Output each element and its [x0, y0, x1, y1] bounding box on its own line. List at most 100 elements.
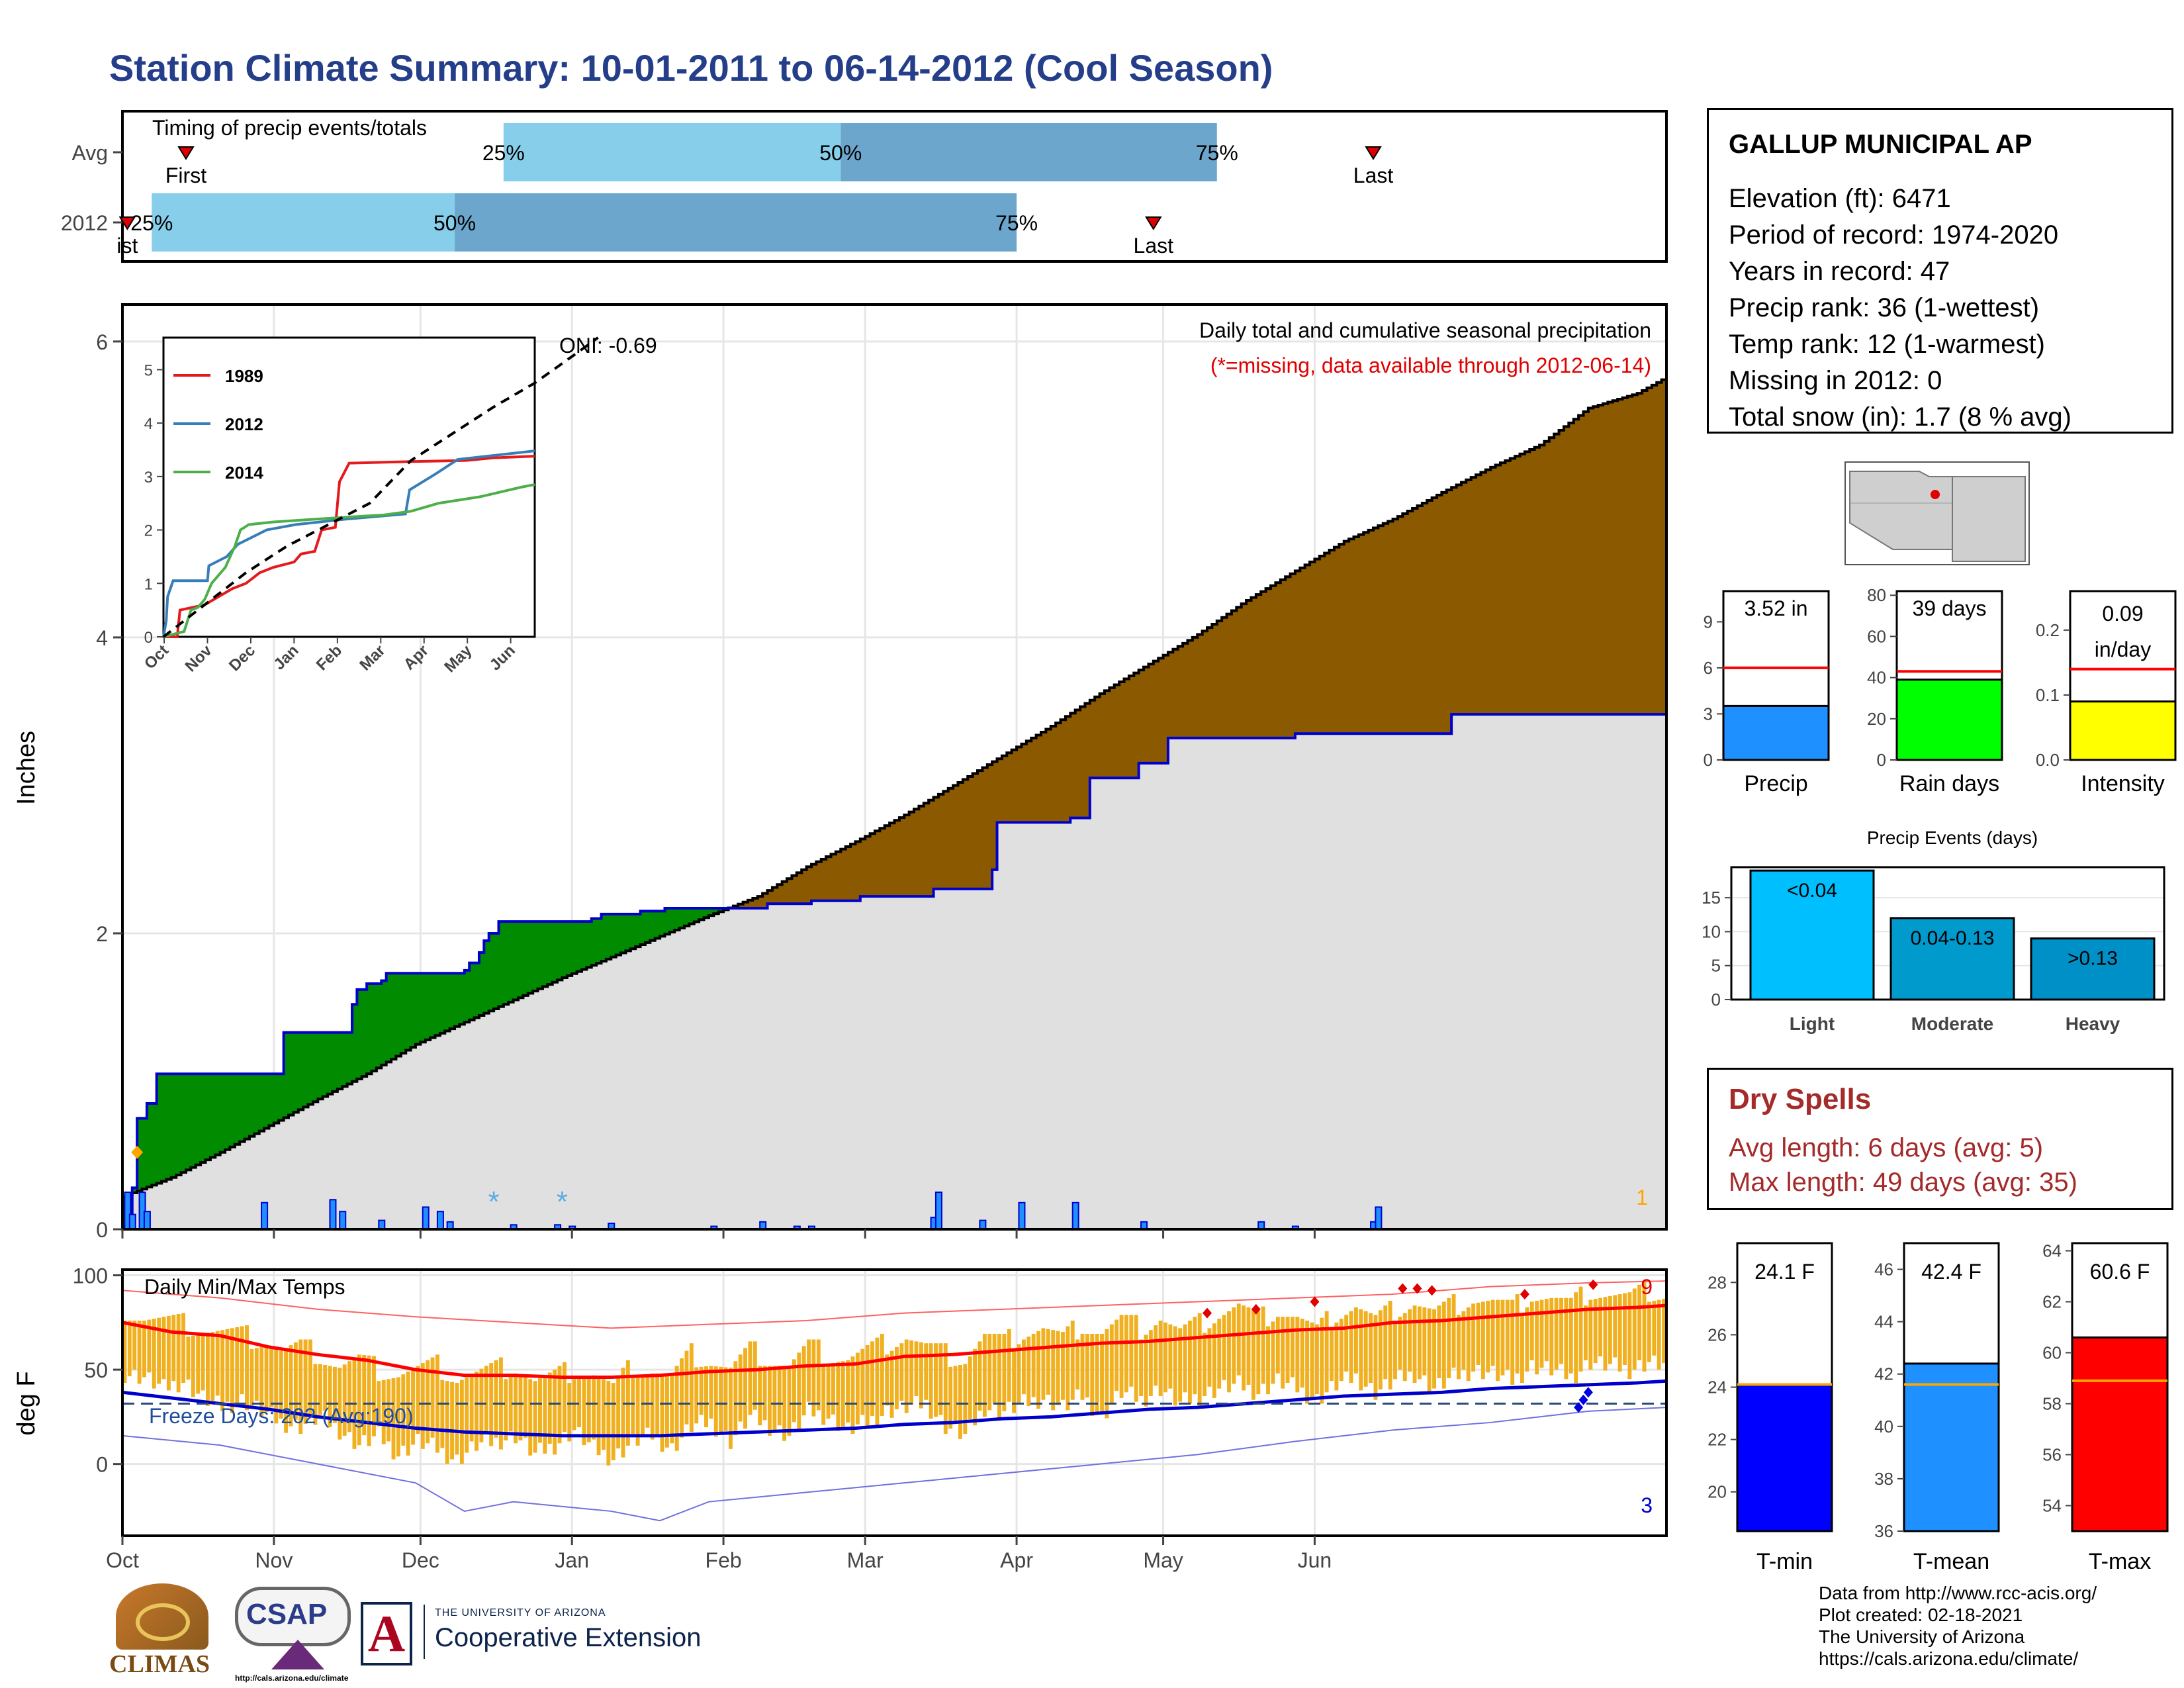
daily-temp-bar — [787, 1366, 792, 1436]
temp-ylabel: deg F — [13, 1371, 40, 1435]
station-line: Years in record: 47 — [1729, 257, 1950, 286]
daily-temp-bar — [479, 1368, 484, 1442]
daily-temp-bar — [1447, 1297, 1451, 1378]
daily-temp-bar — [1061, 1332, 1065, 1400]
daily-temp-bar — [137, 1320, 142, 1384]
event-bar — [1749, 869, 1875, 1001]
daily-temp-bar — [1139, 1339, 1144, 1397]
daily-temp-bar — [777, 1366, 782, 1426]
daily-temp-bar — [1613, 1295, 1617, 1358]
daily-temp-bar — [1486, 1301, 1490, 1373]
daily-precip-bar — [1018, 1201, 1026, 1230]
daily-temp-bar — [1500, 1299, 1505, 1376]
daily-temp-bar — [1193, 1317, 1197, 1395]
mini-precip-label: Rain days — [1899, 771, 1999, 796]
daily-temp-bar — [621, 1368, 625, 1458]
daily-temp-bar — [191, 1335, 195, 1397]
daily-temp-bar — [1349, 1311, 1353, 1383]
precip-panel-frame — [121, 303, 1668, 1231]
daily-temp-bar — [801, 1346, 806, 1416]
mini-temp-bar — [2071, 1336, 2169, 1532]
timing-q50-label: 50% — [433, 211, 476, 235]
daily-temp-bar — [1095, 1333, 1099, 1414]
daily-temp-bar — [841, 1361, 845, 1427]
timing-q75-label: 75% — [1196, 141, 1238, 165]
precip-avg-cumulative-line — [122, 377, 1668, 1198]
event-bar-value: 0.04-0.13 — [1911, 927, 1995, 949]
daily-temp-bar — [1627, 1292, 1632, 1380]
month-label: Apr — [1000, 1548, 1033, 1572]
daily-temp-bar — [381, 1380, 386, 1444]
timing-bar-q50-q75 — [455, 193, 1017, 252]
daily-temp-bar — [821, 1364, 826, 1425]
daily-temp-bar — [660, 1373, 664, 1452]
station-line: Elevation (ft): 6471 — [1729, 184, 1951, 213]
record-low-marker — [1578, 1394, 1588, 1405]
daily-temp-bar — [616, 1375, 621, 1449]
daily-temp-bar — [1539, 1299, 1544, 1368]
daily-temp-bar — [875, 1337, 880, 1427]
first-event-marker — [177, 146, 195, 160]
inset-ytick-label: 1 — [144, 575, 153, 593]
station-location-marker — [1931, 490, 1940, 499]
precip-below-area — [122, 712, 1666, 1229]
daily-temp-bar — [1115, 1319, 1119, 1391]
daily-temp-bar — [215, 1331, 220, 1396]
daily-temp-bar — [435, 1354, 439, 1453]
oni-label: ONI: -0.69 — [559, 334, 657, 357]
daily-temp-bar — [1100, 1333, 1104, 1411]
daily-temp-bar — [641, 1375, 645, 1437]
daily-precip-bar — [436, 1211, 444, 1231]
daily-temp-bar — [1271, 1321, 1275, 1384]
last-event-marker — [1145, 216, 1162, 230]
daily-temp-bar — [1378, 1310, 1383, 1390]
daily-temp-bar — [166, 1315, 171, 1391]
daily-temp-bar — [1520, 1313, 1524, 1383]
daily-temp-bar — [328, 1366, 332, 1428]
daily-temp-bar — [210, 1332, 215, 1401]
station-line: Temp rank: 12 (1-warmest) — [1729, 330, 2045, 359]
daily-temp-bar — [484, 1366, 488, 1434]
daily-temp-bar — [562, 1362, 567, 1432]
precip-2012-cumulative-line — [122, 712, 1668, 1228]
mini-precip-ytick-label: 3 — [1704, 704, 1713, 724]
daily-temp-bar — [1510, 1299, 1515, 1385]
daily-temp-bar — [582, 1377, 586, 1446]
climas-logo: CLIMAS — [109, 1583, 215, 1683]
daily-temp-bar — [1525, 1307, 1529, 1372]
daily-temp-bar — [1373, 1315, 1378, 1400]
daily-temp-bar — [1144, 1335, 1148, 1407]
daily-precip-bar — [1071, 1201, 1079, 1230]
daily-temp-bar — [1544, 1299, 1549, 1362]
daily-precip-bar — [378, 1219, 386, 1230]
daily-temp-bar — [186, 1336, 191, 1380]
precip-note-title: Daily total and cumulative seasonal prec… — [1199, 318, 1651, 342]
inset-ytick-label: 5 — [144, 361, 153, 379]
daily-temp-bar — [904, 1339, 909, 1413]
event-bar-value: >0.13 — [2068, 948, 2118, 970]
daily-temp-bar — [1623, 1293, 1627, 1365]
daily-temp-bar — [811, 1339, 816, 1417]
precip-ytick-label: 2 — [96, 922, 108, 946]
daily-temp-bar — [475, 1371, 478, 1451]
daily-temp-bar — [293, 1342, 298, 1420]
precip-ytick-label: 6 — [96, 330, 108, 354]
daily-precip-bar — [422, 1206, 430, 1231]
daily-temp-bar — [362, 1355, 367, 1436]
daily-temp-bar — [1471, 1303, 1476, 1372]
daily-temp-bar — [909, 1340, 914, 1405]
daily-temp-bar — [1632, 1288, 1637, 1370]
daily-temp-bar — [176, 1314, 181, 1393]
temp-high-count: 9 — [1641, 1275, 1653, 1299]
daily-temp-bar — [547, 1372, 552, 1444]
daily-temp-bar — [635, 1376, 640, 1446]
station-line: Total snow (in): 1.7 (8 % avg) — [1729, 402, 2071, 432]
daily-temp-bar — [655, 1373, 660, 1436]
temp-low-count: 3 — [1641, 1493, 1653, 1517]
daily-temp-bar — [782, 1366, 787, 1441]
events-ytick-label: 10 — [1702, 921, 1721, 941]
mini-precip-ytick-label: 0 — [1877, 750, 1886, 770]
daily-temp-bar — [1535, 1301, 1539, 1375]
dry-spells-avg: Avg length: 6 days (avg: 5) — [1729, 1133, 2044, 1162]
mini-precip-bar — [1895, 679, 2003, 761]
